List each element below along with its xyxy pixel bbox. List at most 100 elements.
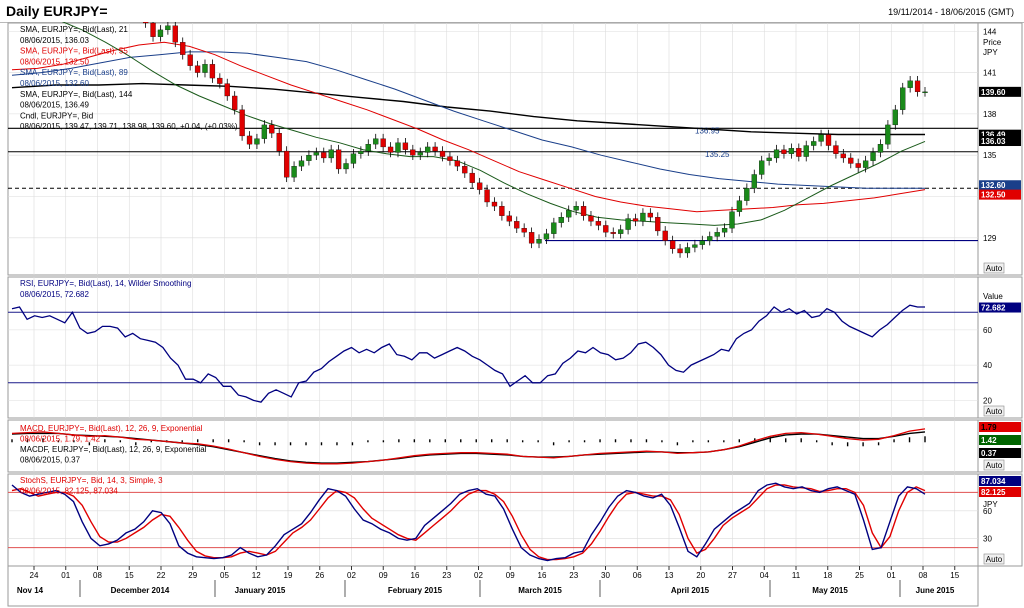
candle <box>187 54 193 66</box>
candle <box>217 77 223 84</box>
x-tick-label: 06 <box>633 571 642 580</box>
candle <box>603 225 609 233</box>
candle <box>462 166 468 174</box>
candle <box>610 232 616 234</box>
candle <box>410 149 416 156</box>
candle <box>729 211 735 229</box>
candle <box>335 149 342 170</box>
candle <box>291 166 297 178</box>
stoch-last-value: 87.034 <box>981 477 1006 486</box>
sma-55-line <box>11 41 926 213</box>
macd-last-value-box <box>979 435 1021 445</box>
candle <box>551 222 557 234</box>
stoch-last-value: 82.125 <box>981 488 1006 497</box>
rsi-tick-label: 60 <box>983 326 992 335</box>
candle <box>172 25 178 43</box>
month-label: June 2015 <box>916 586 955 595</box>
x-tick-label: 01 <box>887 571 896 580</box>
candle <box>862 160 869 168</box>
macd-last-value: 0.37 <box>981 449 997 458</box>
price-axis-unit: JPY <box>983 48 998 57</box>
macd-legend-line: MACD, EURJPY=, Bid(Last), 12, 26, 9, Exp… <box>20 424 203 433</box>
candle <box>855 163 861 168</box>
pane-rsi <box>7 276 979 419</box>
candle <box>655 217 661 232</box>
candle <box>699 240 705 245</box>
candle <box>892 109 898 126</box>
candle <box>618 229 624 234</box>
candle <box>298 160 305 167</box>
candle <box>647 212 654 218</box>
axis-area-rsi <box>977 276 1023 419</box>
price-last-value-box <box>979 136 1021 147</box>
candle <box>343 163 349 170</box>
candle <box>142 22 149 24</box>
candle <box>536 239 542 244</box>
x-tick-label: 23 <box>569 571 578 580</box>
x-tick-label: 25 <box>855 571 864 580</box>
candle <box>796 148 802 157</box>
macd-last-value: 1.42 <box>981 436 997 445</box>
rsi-legend-line: 08/06/2015, 72.682 <box>20 290 90 299</box>
candle <box>833 145 839 154</box>
candle <box>721 228 728 233</box>
candle <box>669 240 676 249</box>
x-tick-label: 08 <box>919 571 928 580</box>
price-last-value: 139.60 <box>981 88 1006 97</box>
candle <box>239 109 245 137</box>
price-last-value: 132.50 <box>981 191 1006 200</box>
candle <box>484 189 490 203</box>
x-tick-label: 16 <box>411 571 420 580</box>
candle <box>714 232 720 237</box>
candle <box>811 141 817 146</box>
candle <box>677 248 683 254</box>
price-last-value: 136.03 <box>981 137 1006 146</box>
candle <box>751 174 757 189</box>
candle <box>246 135 253 145</box>
macd-line <box>11 428 926 465</box>
candle <box>261 124 268 139</box>
candle <box>202 64 208 73</box>
x-tick-label: 13 <box>665 571 674 580</box>
candle <box>625 218 631 230</box>
candle <box>313 152 319 156</box>
candle <box>818 134 824 142</box>
candle <box>736 200 743 212</box>
candle <box>232 95 238 110</box>
x-tick-label: 26 <box>315 571 324 580</box>
candle <box>922 91 928 94</box>
x-tick-label: 02 <box>347 571 356 580</box>
candle <box>632 218 639 222</box>
price-last-value: 132.60 <box>981 181 1006 190</box>
candle <box>870 152 876 161</box>
x-tick-label: 23 <box>442 571 451 580</box>
price-legend-line: 08/06/2015, 139.47, 139.71, 138.98, 139.… <box>20 122 238 131</box>
price-legend-line: SMA, EURJPY=, Bid(Last), 21 <box>20 25 128 34</box>
price-last-value-box <box>979 189 1021 200</box>
candle <box>224 83 230 97</box>
month-label: January 2015 <box>235 586 286 595</box>
date-range: 19/11/2014 - 18/06/2015 (GMT) <box>888 7 1014 17</box>
price-last-value-box <box>979 180 1021 191</box>
candle <box>180 42 186 55</box>
x-axis-area <box>7 565 979 607</box>
candle <box>684 247 691 254</box>
candle <box>781 149 787 154</box>
candle <box>825 134 832 146</box>
stoch-tick-label: 60 <box>983 507 992 516</box>
candle <box>380 138 386 148</box>
candle <box>848 157 854 164</box>
x-tick-label: 09 <box>506 571 515 580</box>
sma-89-line <box>11 51 925 189</box>
price-tick-label: 138 <box>983 110 997 119</box>
x-tick-label: 19 <box>284 571 293 580</box>
candle <box>877 144 884 153</box>
x-tick-label: 30 <box>601 571 610 580</box>
price-legend-line: SMA, EURJPY=, Bid(Last), 89 <box>20 68 128 77</box>
candle <box>402 142 409 150</box>
x-tick-label: 20 <box>696 571 705 580</box>
price-tick-label: 144 <box>983 27 997 36</box>
price-legend-line: 08/06/2015, 136.03 <box>20 36 90 45</box>
x-tick-label: 04 <box>760 571 769 580</box>
stoch-tick-label: 30 <box>983 534 992 543</box>
